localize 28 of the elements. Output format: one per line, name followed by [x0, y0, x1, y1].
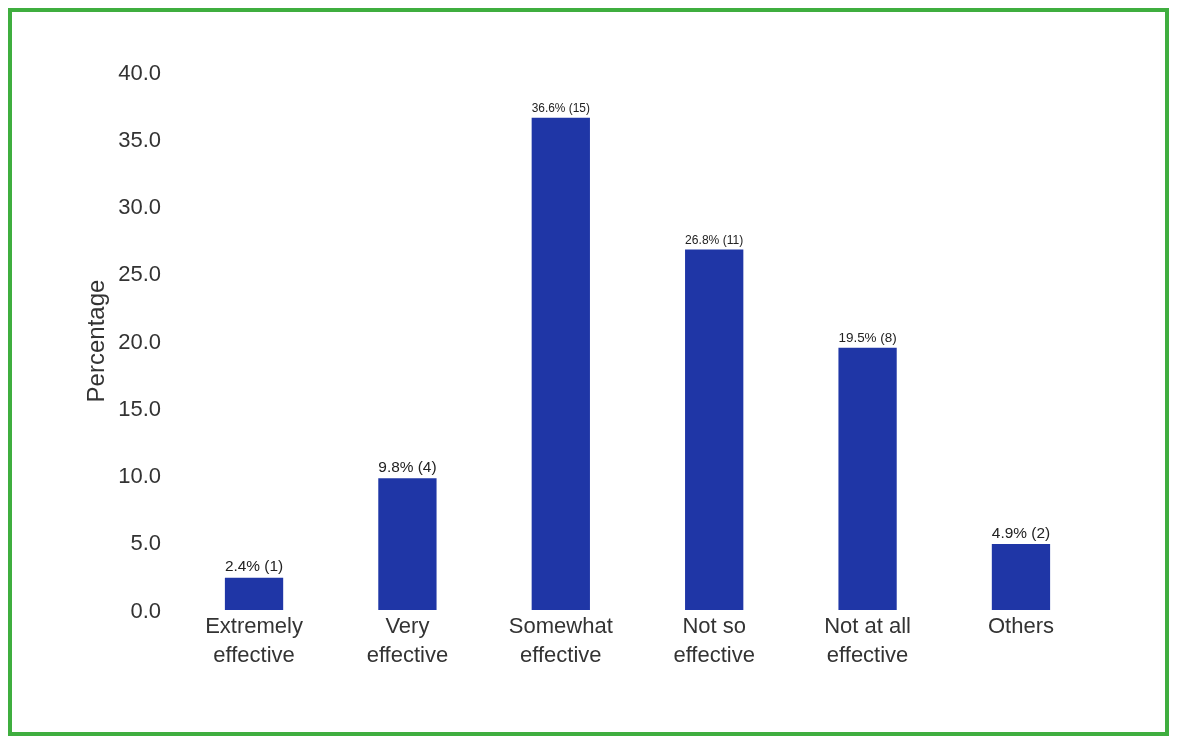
- bar: [991, 544, 1051, 610]
- bar: [838, 347, 897, 610]
- data-label: 26.8% (11): [685, 232, 744, 247]
- y-tick-label: 35.0: [118, 126, 161, 152]
- bar: [224, 577, 284, 610]
- x-tick-label: Very effective: [366, 613, 449, 667]
- y-tick-label: 30.0: [118, 194, 161, 220]
- x-tick-label: Others: [987, 613, 1054, 638]
- y-tick-label: 40.0: [118, 59, 161, 85]
- y-axis-title: Percentage: [82, 279, 109, 403]
- x-tick-label: Extremely effective: [205, 613, 303, 667]
- x-tick-label: Not at all effective: [824, 613, 911, 667]
- y-tick-label: 20.0: [118, 328, 161, 354]
- bar: [378, 478, 437, 610]
- data-label: 4.9% (2): [991, 523, 1051, 541]
- data-label: 9.8% (4): [378, 457, 437, 475]
- data-label: 19.5% (8): [838, 329, 897, 345]
- bar: [685, 249, 744, 610]
- data-label: 2.4% (1): [224, 557, 284, 575]
- bar: [531, 117, 590, 610]
- y-tick-label: 5.0: [130, 530, 161, 556]
- data-label: 36.6% (15): [531, 101, 590, 116]
- y-tick-label: 15.0: [118, 395, 161, 421]
- y-tick-label: 10.0: [118, 463, 161, 489]
- y-tick-label: 0.0: [130, 597, 161, 623]
- y-tick-label: 25.0: [118, 261, 161, 287]
- x-tick-label: Somewhat effective: [508, 613, 613, 667]
- x-tick-label: Not so effective: [673, 613, 755, 667]
